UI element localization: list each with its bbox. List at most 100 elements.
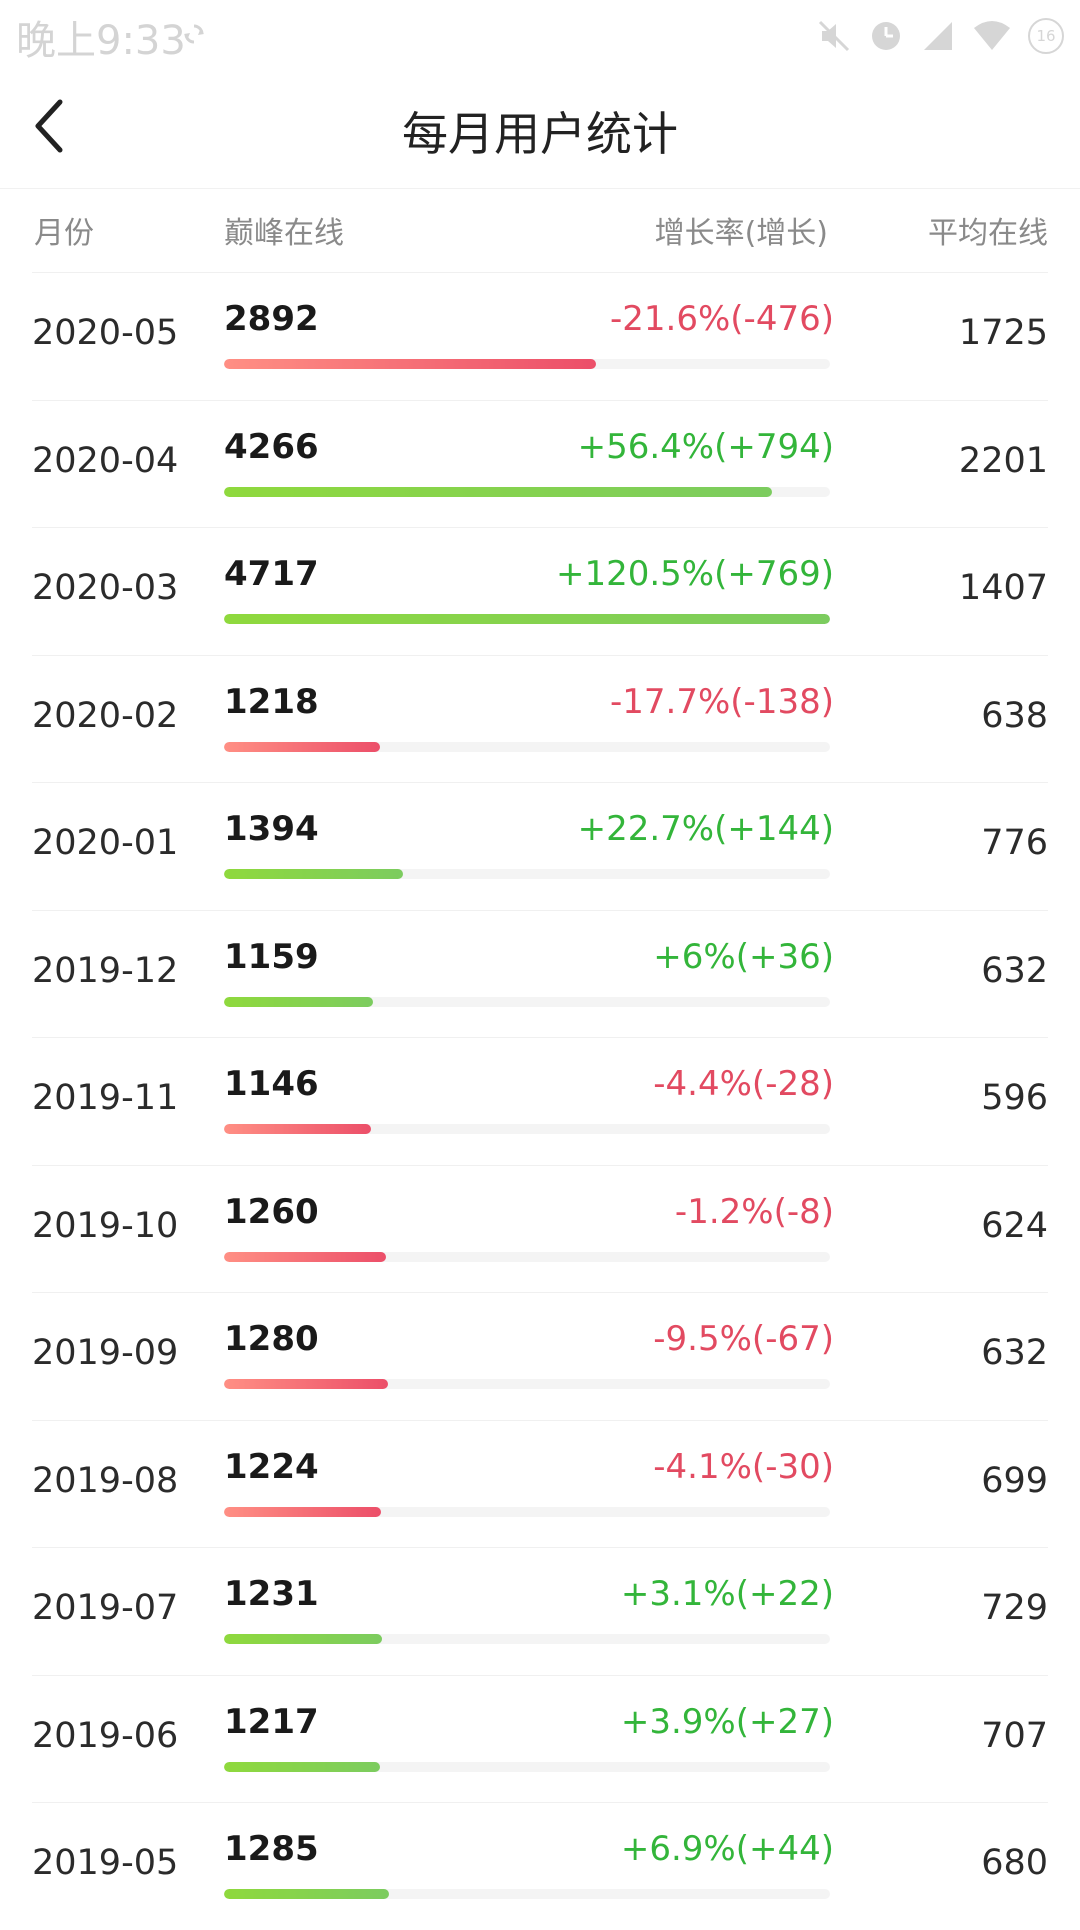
chevron-left-icon bbox=[35, 99, 63, 153]
peak-progress-fill bbox=[224, 614, 830, 624]
peak-progress-fill bbox=[224, 1889, 390, 1899]
row-growth-rate: +6.9%(+44) bbox=[620, 1829, 834, 1869]
table-row: 2019-09 1280 -9.5%(-67) 632 bbox=[32, 1292, 1048, 1420]
table-row: 2020-01 1394 +22.7%(+144) 776 bbox=[32, 782, 1048, 910]
peak-progress-track bbox=[224, 1761, 830, 1772]
peak-progress-fill bbox=[224, 1379, 389, 1389]
row-month: 2019-09 bbox=[32, 1333, 179, 1373]
header: 每月用户统计 bbox=[0, 70, 1080, 189]
peak-progress-fill bbox=[224, 1251, 386, 1262]
row-peak-online: 4717 bbox=[224, 554, 319, 594]
row-peak-online: 1285 bbox=[224, 1829, 319, 1869]
row-month: 2019-12 bbox=[32, 950, 179, 991]
column-headers: 月份 巅峰在线 增长率(增长) 平均在线 bbox=[0, 190, 1080, 270]
row-growth-rate: +6%(+36) bbox=[653, 936, 834, 977]
status-time: 晚上9:33 bbox=[16, 18, 186, 64]
table-row: 2019-07 1231 +3.1%(+22) 729 bbox=[32, 1547, 1048, 1675]
row-peak-online: 1280 bbox=[224, 1319, 319, 1359]
column-header-month: 月份 bbox=[34, 216, 94, 251]
table-row: 2020-03 4717 +120.5%(+769) 1407 bbox=[32, 527, 1048, 655]
peak-progress-fill bbox=[224, 1124, 372, 1134]
row-average-online: 632 bbox=[981, 1333, 1048, 1373]
column-header-peak: 巅峰在线 bbox=[224, 216, 344, 251]
peak-progress-fill bbox=[224, 869, 404, 879]
row-growth-rate: +120.5%(+769) bbox=[555, 554, 834, 594]
row-month: 2020-02 bbox=[32, 695, 179, 736]
row-average-online: 638 bbox=[981, 695, 1048, 736]
status-icons: 16 bbox=[816, 10, 1064, 62]
row-growth-rate: -9.5%(-67) bbox=[653, 1319, 834, 1359]
peak-progress-fill bbox=[224, 1761, 381, 1772]
row-average-online: 624 bbox=[981, 1205, 1048, 1246]
row-peak-online: 1231 bbox=[224, 1574, 319, 1614]
row-peak-online: 1159 bbox=[224, 936, 319, 977]
row-average-online: 596 bbox=[981, 1078, 1048, 1118]
peak-progress-fill bbox=[224, 1634, 383, 1644]
signal-icon bbox=[924, 22, 952, 50]
row-growth-rate: -1.2%(-8) bbox=[674, 1191, 834, 1232]
row-month: 2019-11 bbox=[32, 1078, 179, 1118]
peak-progress-track bbox=[224, 1124, 830, 1134]
peak-progress-fill bbox=[224, 996, 373, 1007]
peak-progress-track bbox=[224, 996, 830, 1007]
table-row: 2019-12 1159 +6%(+36) 632 bbox=[32, 909, 1048, 1038]
row-peak-online: 1218 bbox=[224, 681, 319, 722]
peak-progress-track bbox=[224, 869, 830, 879]
peak-progress-fill bbox=[224, 1506, 382, 1517]
table-row: 2020-02 1218 -17.7%(-138) 638 bbox=[32, 654, 1048, 783]
row-month: 2020-05 bbox=[32, 313, 179, 353]
row-peak-online: 2892 bbox=[224, 299, 319, 339]
page-title: 每月用户统计 bbox=[402, 107, 678, 161]
wifi-icon bbox=[974, 21, 1010, 50]
row-average-online: 2201 bbox=[958, 440, 1048, 481]
table-row: 2019-08 1224 -4.1%(-30) 699 bbox=[32, 1419, 1048, 1548]
row-growth-rate: +3.1%(+22) bbox=[620, 1574, 834, 1614]
row-month: 2020-04 bbox=[32, 440, 179, 481]
peak-progress-fill bbox=[224, 359, 596, 369]
row-peak-online: 4266 bbox=[224, 426, 319, 467]
sync-icon bbox=[184, 24, 204, 44]
row-average-online: 1725 bbox=[958, 313, 1048, 353]
row-peak-online: 1394 bbox=[224, 809, 319, 849]
row-month: 2020-03 bbox=[32, 568, 179, 608]
alarm-icon bbox=[872, 22, 900, 50]
row-average-online: 1407 bbox=[958, 568, 1048, 608]
peak-progress-track bbox=[224, 614, 830, 624]
battery-level: 16 bbox=[1036, 27, 1056, 45]
row-growth-rate: -4.1%(-30) bbox=[653, 1446, 834, 1487]
peak-progress-track bbox=[224, 1889, 830, 1899]
row-average-online: 632 bbox=[981, 950, 1048, 991]
row-month: 2019-10 bbox=[32, 1205, 179, 1246]
peak-progress-track bbox=[224, 741, 830, 752]
row-average-online: 680 bbox=[981, 1843, 1048, 1883]
peak-progress-track bbox=[224, 1506, 830, 1517]
row-average-online: 707 bbox=[981, 1715, 1048, 1756]
stats-list: 2020-05 2892 -21.6%(-476) 1725 2020-04 4266 +5… bbox=[0, 272, 1080, 1930]
row-growth-rate: +3.9%(+27) bbox=[620, 1701, 834, 1742]
row-growth-rate: -17.7%(-138) bbox=[610, 681, 834, 722]
row-peak-online: 1217 bbox=[224, 1701, 319, 1742]
table-row: 2019-11 1146 -4.4%(-28) 596 bbox=[32, 1037, 1048, 1165]
table-row: 2019-10 1260 -1.2%(-8) 624 bbox=[32, 1164, 1048, 1293]
peak-progress-track bbox=[224, 359, 830, 369]
table-row: 2019-06 1217 +3.9%(+27) 707 bbox=[32, 1674, 1048, 1803]
peak-progress-track bbox=[224, 1379, 830, 1389]
peak-progress-fill bbox=[224, 741, 381, 752]
battery-icon: 16 bbox=[1028, 18, 1064, 54]
peak-progress-track bbox=[224, 486, 830, 497]
row-month: 2019-05 bbox=[32, 1843, 179, 1883]
peak-progress-fill bbox=[224, 486, 773, 497]
row-average-online: 729 bbox=[981, 1588, 1048, 1628]
row-average-online: 776 bbox=[981, 823, 1048, 863]
row-growth-rate: -21.6%(-476) bbox=[610, 299, 834, 339]
back-button[interactable] bbox=[20, 96, 80, 156]
row-peak-online: 1146 bbox=[224, 1064, 319, 1104]
row-growth-rate: +56.4%(+794) bbox=[577, 426, 834, 467]
column-header-growth: 增长率(增长) bbox=[654, 216, 828, 251]
row-average-online: 699 bbox=[981, 1460, 1048, 1501]
row-month: 2019-07 bbox=[32, 1588, 179, 1628]
table-row: 2020-04 4266 +56.4%(+794) 2201 bbox=[32, 399, 1048, 528]
table-row: 2019-05 1285 +6.9%(+44) 680 bbox=[32, 1802, 1048, 1930]
column-header-avg: 平均在线 bbox=[928, 216, 1048, 251]
row-month: 2019-06 bbox=[32, 1715, 179, 1756]
